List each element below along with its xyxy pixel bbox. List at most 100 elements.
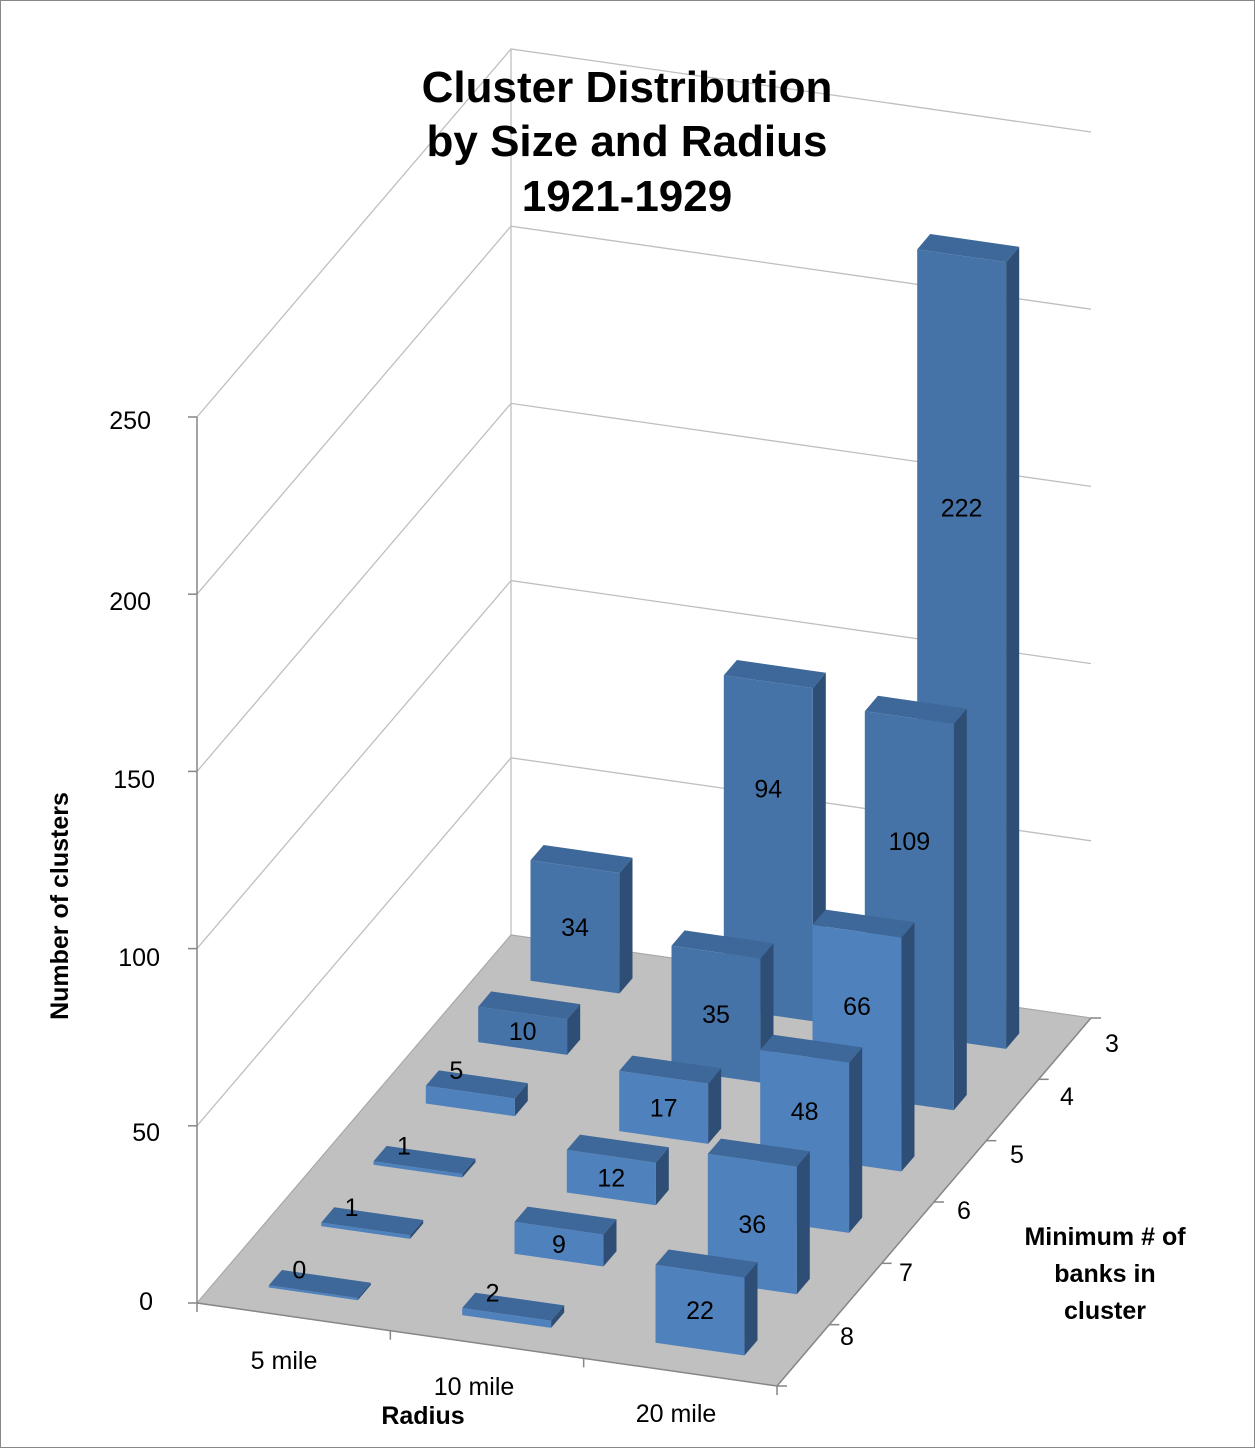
x-tick-label: 10 mile: [434, 1373, 515, 1401]
bar-side-face: [1006, 246, 1020, 1049]
bar-value-label: 17: [650, 1094, 678, 1122]
bar-side-face: [619, 857, 633, 994]
bar-side-face: [514, 1083, 528, 1117]
bar-side-face: [796, 1151, 810, 1295]
bar: 22: [655, 1249, 758, 1356]
bar-front-face: [462, 1308, 552, 1328]
z-axis-ticks: 3 4 5 6 7 8: [840, 1030, 1119, 1351]
bar-value-label: 2: [486, 1279, 500, 1307]
z-tick-label: 4: [1060, 1083, 1074, 1111]
x-axis-line: [196, 1302, 778, 1387]
bar-top-face: [619, 1055, 722, 1084]
bar-front-face: [373, 1161, 463, 1178]
bar-side-face: [849, 1047, 863, 1233]
bar-front-face: [425, 1085, 515, 1117]
bar-top-face: [566, 1134, 669, 1163]
z-axis-title: Minimum # of banks in cluster: [1024, 1223, 1186, 1325]
bar-front-face: [671, 945, 761, 1083]
z-tick-label: 8: [840, 1323, 854, 1351]
z-tick-label: 3: [1105, 1030, 1119, 1058]
bar: 1: [321, 1194, 424, 1239]
bar-top-face: [268, 1270, 371, 1299]
bar-front-face: [530, 860, 620, 994]
bar-top-face: [760, 1034, 863, 1063]
bar-side-face: [357, 1282, 371, 1301]
x-tick-label: 20 mile: [636, 1400, 717, 1428]
y-tick-label: 100: [118, 944, 160, 972]
y-tick-label: 50: [132, 1119, 160, 1147]
bar-side-face: [708, 1068, 722, 1144]
bar-value-label: 9: [552, 1231, 566, 1259]
chart-title-line-3: 1921-1929: [522, 172, 732, 221]
y-tick-label: 200: [109, 588, 151, 616]
bar: 34: [530, 845, 633, 994]
bar-side-face: [410, 1220, 424, 1239]
bar-value-label: 5: [449, 1057, 463, 1085]
bar-value-label: 94: [754, 775, 782, 803]
bar-side-face: [462, 1158, 476, 1178]
bar-side-face: [655, 1147, 669, 1206]
bar-side-face: [551, 1305, 565, 1328]
y-tick-label: 150: [113, 766, 155, 794]
x-axis-ticks: 5 mile 10 mile 20 mile: [251, 1347, 717, 1428]
bar-value-label: 48: [791, 1098, 819, 1126]
bar: 2: [462, 1279, 565, 1328]
z-axis-title-line-1: Minimum # of: [1024, 1223, 1186, 1251]
chart-title-line-2: by Size and Radius: [427, 117, 828, 166]
bar-top-face: [530, 845, 633, 873]
chart-title: Cluster Distribution by Size and Radius …: [422, 63, 833, 221]
y-tick-label: 250: [109, 407, 151, 435]
bar-top-face: [671, 930, 774, 959]
z-tick-label: 6: [957, 1197, 971, 1225]
bar-top-face: [723, 660, 826, 689]
bar-front-face: [321, 1222, 411, 1239]
bar: 5: [425, 1057, 528, 1117]
bar-value-label: 66: [843, 993, 871, 1021]
bar-top-face: [514, 1206, 617, 1235]
bar-front-face: [723, 675, 813, 1022]
bar: 12: [566, 1134, 669, 1206]
bar: 94: [723, 660, 826, 1022]
x-tick-label: 5 mile: [251, 1347, 318, 1375]
bar-top-face: [425, 1070, 528, 1099]
bar-top-face: [917, 234, 1020, 263]
bar-front-face: [268, 1285, 358, 1301]
z-axis-title-line-2: banks in: [1054, 1260, 1155, 1288]
x-axis-title: Radius: [381, 1402, 464, 1430]
z-axis-title-line-3: cluster: [1064, 1297, 1146, 1325]
bar-front-face: [655, 1264, 745, 1356]
bar-top-face: [373, 1145, 476, 1174]
bar: 1: [373, 1133, 476, 1178]
bar-top-face: [478, 991, 581, 1020]
bar-side-face: [953, 708, 967, 1111]
bar-top-face: [812, 909, 915, 938]
bar-value-label: 1: [397, 1133, 411, 1161]
bar-side-face: [603, 1219, 617, 1267]
bar-value-label: 12: [597, 1165, 625, 1193]
bar-side-face: [901, 922, 915, 1172]
bar-value-label: 34: [561, 914, 589, 942]
bar-top-face: [321, 1207, 424, 1236]
bar-front-face: [566, 1149, 656, 1206]
bar-top-face: [462, 1292, 565, 1321]
bar-top-face: [655, 1249, 758, 1278]
y-axis-title: Number of clusters: [46, 792, 74, 1020]
bar-top-face: [864, 695, 967, 724]
y-tick-label: 0: [139, 1288, 153, 1316]
bar-top-face: [707, 1138, 810, 1167]
bar: 35: [671, 930, 774, 1083]
bar-value-label: 36: [738, 1211, 766, 1239]
bar-side-face: [744, 1262, 758, 1356]
y-axis-ticks: 0 50 100 150 200 250: [109, 407, 160, 1316]
bar-value-label: 222: [941, 495, 983, 523]
bar: 10: [478, 991, 581, 1055]
bar: 9: [514, 1206, 617, 1267]
bar-value-label: 10: [509, 1018, 537, 1046]
z-tick-label: 5: [1010, 1141, 1024, 1169]
chart-title-line-1: Cluster Distribution: [422, 63, 833, 112]
bar-value-label: 0: [292, 1257, 306, 1285]
bar: 0: [268, 1257, 371, 1301]
